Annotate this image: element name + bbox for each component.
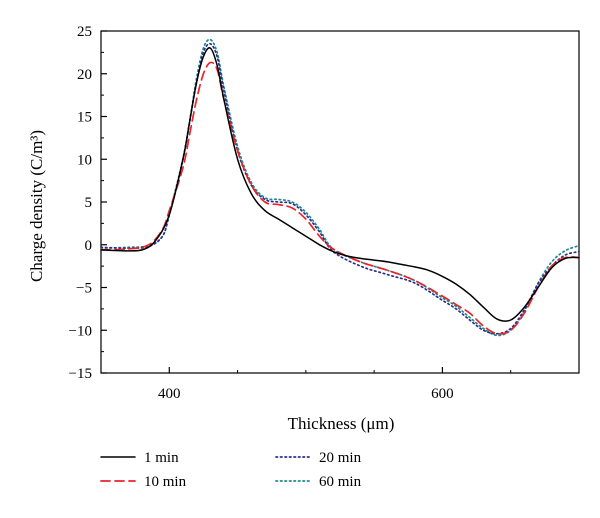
x-axis-label: Thickness (μm) [288,414,395,433]
legend-label: 60 min [319,474,362,490]
series-line-10-min [100,61,580,335]
series-lines [100,38,580,337]
x-tick-label: 400 [158,386,181,402]
legend: 1 min 10 min 20 min 60 min [100,450,362,490]
legend-label: 20 min [319,450,362,466]
series-line-1-min [100,47,580,322]
series-line-20-min [100,42,580,335]
y-axis-label: Charge density (C/m³) [27,130,46,282]
series-line-60-min [100,38,580,337]
legend-label: 1 min [144,450,179,466]
y-tick-label: −5 [76,281,92,297]
x-tick-label: 600 [431,386,454,402]
y-tick-label: 10 [77,152,92,168]
axes: −15 −10 −5 0 5 10 15 20 25 400 600 [69,24,580,402]
y-tick-label: −15 [69,366,92,382]
y-tick-label: 15 [77,110,92,126]
y-tick-label: 25 [77,24,92,40]
y-tick-label: −10 [69,323,92,339]
y-tick-label: 0 [85,238,93,254]
legend-label: 10 min [144,474,187,490]
y-tick-label: 20 [77,67,92,83]
y-tick-label: 5 [85,195,93,211]
